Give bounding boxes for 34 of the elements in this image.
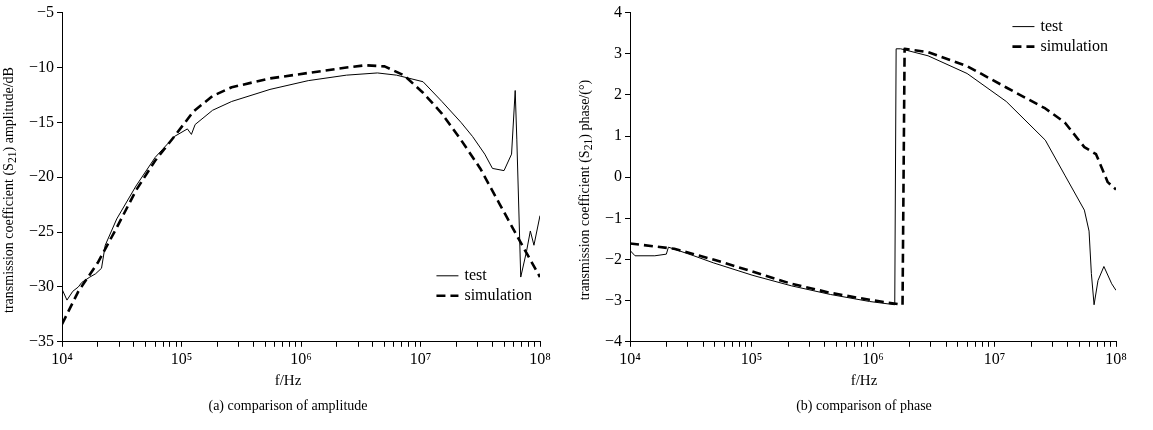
y-tick-label: −5: [36, 2, 55, 20]
y-tick-label: 4: [614, 2, 623, 20]
y-tick-label: −2: [604, 249, 623, 267]
y-tick-label: 1: [614, 126, 623, 144]
legend-label: test: [1040, 16, 1064, 34]
y-tick-label: −15: [28, 112, 55, 130]
y-tick-label: −30: [28, 277, 55, 295]
x-tick-label: 10⁸: [1105, 349, 1127, 367]
x-tick-label: 10⁷: [409, 349, 432, 367]
y-tick-label: −4: [604, 332, 623, 349]
x-tick-label: 10⁴: [51, 349, 74, 367]
x-tick-label: 10⁴: [619, 349, 642, 367]
y-tick-label: 3: [614, 43, 623, 61]
x-tick-label: 10⁷: [983, 349, 1006, 367]
x-tick-label: 10⁶: [862, 349, 884, 367]
y-tick-label: −25: [28, 222, 55, 240]
text: (a) comparison of amplitude: [207, 398, 369, 414]
y-tick-label: 0: [614, 167, 623, 185]
x-tick-label: 10⁶: [290, 349, 312, 367]
x-axis-title: f/Hz: [273, 372, 303, 389]
y-tick-label: −35: [28, 332, 55, 349]
x-tick-label: 10⁵: [740, 349, 763, 367]
x-axis-title: f/Hz: [849, 372, 879, 389]
legend-label: simulation: [464, 286, 533, 303]
y-tick-label: −3: [604, 290, 623, 308]
x-tick-label: 10⁵: [170, 349, 193, 367]
legend-label: test: [464, 266, 488, 283]
y-tick-label: −1: [604, 208, 623, 226]
y-tick-label: 2: [614, 85, 623, 103]
legend-label: simulation: [1040, 36, 1109, 54]
text: (b) comparison of phase: [795, 398, 933, 414]
x-tick-label: 10⁸: [529, 349, 551, 367]
y-tick-label: −10: [28, 57, 55, 75]
y-tick-label: −20: [28, 167, 55, 185]
